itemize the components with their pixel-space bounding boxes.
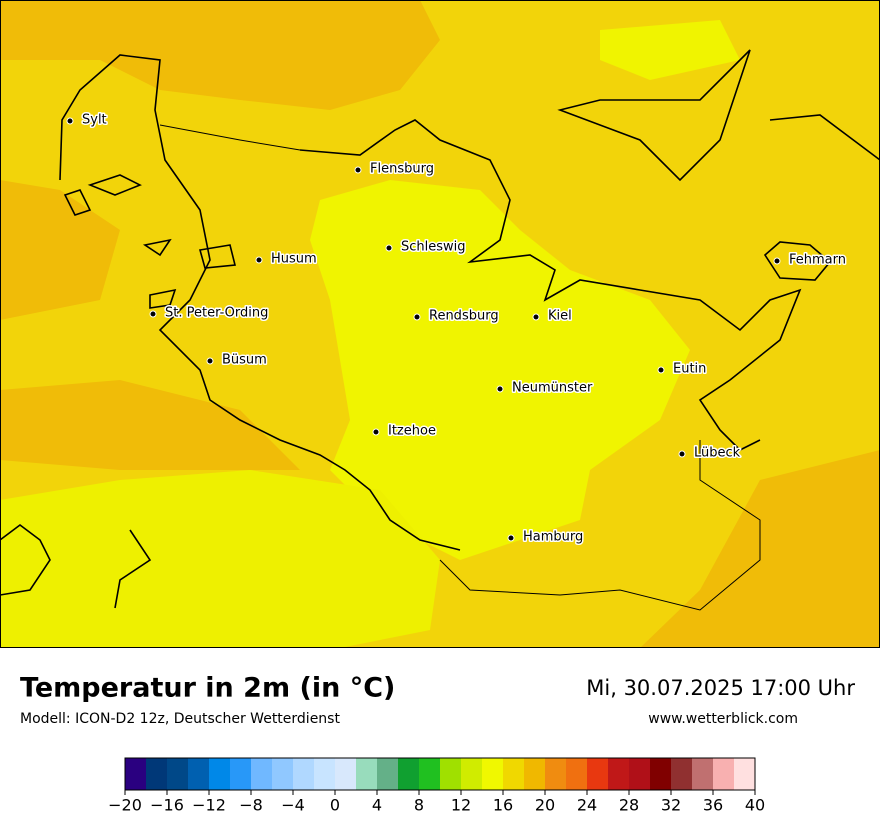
colorbar-swatch bbox=[524, 758, 546, 790]
city-label: Büsum bbox=[222, 353, 267, 368]
city-label: Husum bbox=[271, 252, 317, 267]
warm-area bbox=[0, 180, 120, 320]
colorbar-frame bbox=[124, 757, 756, 791]
city-label: St. Peter-Ording bbox=[165, 306, 268, 321]
city-label: Kiel bbox=[548, 309, 572, 324]
coastline bbox=[59, 54, 461, 551]
colorbar-swatch bbox=[146, 758, 168, 790]
warm-area bbox=[0, 0, 440, 110]
colorbar-tick-label: 20 bbox=[535, 796, 555, 815]
colorbar-swatch bbox=[608, 758, 630, 790]
colorbar-swatch bbox=[461, 758, 483, 790]
city-marker bbox=[413, 313, 421, 321]
colorbar-tick-label: 32 bbox=[661, 796, 681, 815]
colorbar-swatch bbox=[398, 758, 420, 790]
city-marker bbox=[657, 366, 665, 374]
city-marker bbox=[354, 166, 362, 174]
city-marker bbox=[496, 385, 504, 393]
city-marker bbox=[66, 117, 74, 125]
city-label: Sylt bbox=[82, 113, 107, 128]
colorbar-tick-label: −4 bbox=[281, 796, 305, 815]
colorbar-swatch bbox=[230, 758, 252, 790]
city-marker bbox=[385, 244, 393, 252]
city-marker bbox=[372, 428, 380, 436]
warm-area bbox=[0, 380, 300, 470]
city-label: Neumünster bbox=[512, 381, 593, 396]
colorbar-tick-label: 24 bbox=[577, 796, 597, 815]
colorbar-tick-label: 0 bbox=[330, 796, 340, 815]
colorbar-tick-label: −8 bbox=[239, 796, 263, 815]
coastline bbox=[557, 49, 751, 182]
colorbar-swatch bbox=[272, 758, 294, 790]
colorbar-swatch bbox=[734, 758, 756, 790]
colorbar-tick-label: 36 bbox=[703, 796, 723, 815]
colorbar-swatch bbox=[545, 758, 567, 790]
colorbar-swatch bbox=[167, 758, 189, 790]
city-marker bbox=[532, 313, 540, 321]
city-layer: Sylt Flensburg Schleswig Husum Fehmarn St. Pe… bbox=[66, 111, 848, 546]
colorbar-swatch bbox=[566, 758, 588, 790]
colorbar-swatch bbox=[503, 758, 525, 790]
city-label: Rendsburg bbox=[429, 309, 499, 324]
colorbar-swatch bbox=[692, 758, 714, 790]
colorbar-swatch bbox=[650, 758, 672, 790]
cool-area bbox=[600, 20, 740, 80]
colorbar-swatch bbox=[188, 758, 210, 790]
colorbar-swatch bbox=[671, 758, 693, 790]
title: Temperatur in 2m (in °C) bbox=[20, 673, 395, 704]
coastline bbox=[299, 119, 802, 451]
city-marker bbox=[206, 357, 214, 365]
colorbar-swatch bbox=[356, 758, 378, 790]
colorbar-tick-label: 4 bbox=[372, 796, 382, 815]
website: www.wetterblick.com bbox=[648, 711, 798, 727]
colorbar-tick-label: 40 bbox=[745, 796, 765, 815]
colorbar-swatch bbox=[440, 758, 462, 790]
colorbar-swatch bbox=[125, 758, 147, 790]
city-marker bbox=[255, 256, 263, 264]
city-label: Schleswig bbox=[401, 240, 466, 255]
city-marker bbox=[507, 534, 515, 542]
colorbar: −20 −16 −12 −8 −4 0 4 8 12 16 20 24 28 32 36 40 bbox=[108, 757, 765, 815]
city-label: Flensburg bbox=[370, 162, 434, 177]
city-marker bbox=[773, 257, 781, 265]
colorbar-swatch bbox=[335, 758, 357, 790]
colorbar-tick-label: −16 bbox=[150, 796, 184, 815]
cool-area bbox=[310, 180, 690, 560]
colorbar-swatch bbox=[629, 758, 651, 790]
cool-area bbox=[0, 470, 440, 648]
colorbar-tick-label: −20 bbox=[108, 796, 142, 815]
city-label: Lübeck bbox=[694, 446, 741, 461]
colorbar-swatch bbox=[377, 758, 399, 790]
colorbar-tick-label: 28 bbox=[619, 796, 639, 815]
colorbar-tick-label: −12 bbox=[192, 796, 226, 815]
colorbar-swatch bbox=[419, 758, 441, 790]
city-marker bbox=[678, 450, 686, 458]
colorbar-swatch bbox=[713, 758, 735, 790]
coastline bbox=[0, 174, 237, 609]
city-marker bbox=[149, 310, 157, 318]
colorbar-swatch bbox=[251, 758, 273, 790]
colorbar-tick-label: 16 bbox=[493, 796, 513, 815]
colorbar-swatch bbox=[209, 758, 231, 790]
colorbar-tick-label: 8 bbox=[414, 796, 424, 815]
colorbar-swatch bbox=[314, 758, 336, 790]
model-info: Modell: ICON-D2 12z, Deutscher Wetterdie… bbox=[20, 711, 340, 727]
coastline bbox=[763, 241, 832, 281]
border-line bbox=[159, 124, 761, 611]
colorbar-swatch bbox=[587, 758, 609, 790]
colorbar-swatch bbox=[482, 758, 504, 790]
city-label: Eutin bbox=[673, 362, 706, 377]
coastline bbox=[769, 114, 880, 161]
datetime: Mi, 30.07.2025 17:00 Uhr bbox=[586, 676, 855, 700]
colorbar-swatch bbox=[293, 758, 315, 790]
map: Sylt Flensburg Schleswig Husum Fehmarn St. Pe… bbox=[0, 0, 880, 648]
city-label: Fehmarn bbox=[789, 253, 846, 268]
city-label: Hamburg bbox=[523, 530, 583, 545]
city-label: Itzehoe bbox=[388, 424, 436, 439]
colorbar-tick-label: 12 bbox=[451, 796, 471, 815]
